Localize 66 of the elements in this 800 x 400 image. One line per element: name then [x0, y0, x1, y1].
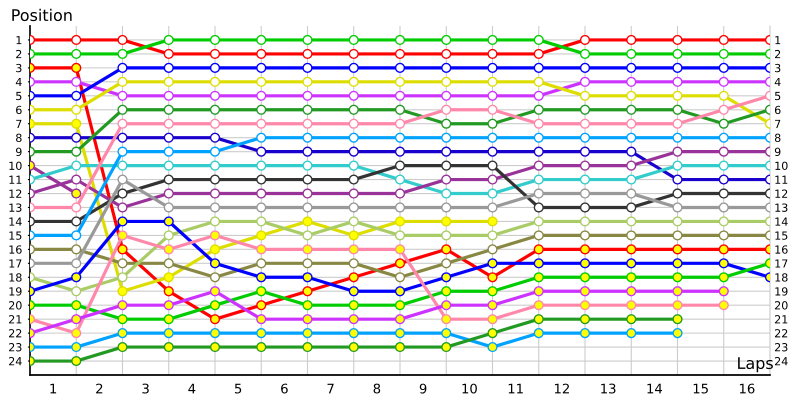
y-tick-label: 20 [9, 301, 22, 310]
y2-tick-label: 22 [774, 329, 788, 338]
x-tick-label: 2 [96, 384, 102, 394]
y2-tick-label: 21 [774, 315, 788, 324]
y-tick-label: 18 [9, 273, 22, 282]
x-tick-label: 14 [647, 384, 662, 394]
y2-tick-label: 13 [775, 203, 788, 212]
y-tick-label: 19 [9, 287, 22, 296]
x-tick-label: 11 [508, 384, 523, 394]
x-tick-label: 4 [188, 384, 196, 394]
y2-tick-label: 14 [775, 218, 788, 226]
y-axis-title: Position [12, 8, 72, 22]
x-tick-label: 7 [328, 384, 334, 394]
y-tick-label: 16 [9, 245, 22, 254]
x-tick-label: 16 [740, 384, 754, 394]
y2-tick-label: 15 [775, 232, 788, 240]
y-tick-label: 15 [9, 232, 22, 240]
y2-tick-label: 6 [774, 106, 781, 114]
y2-tick-label: 3 [775, 64, 780, 72]
y-tick-label: 22 [9, 329, 22, 338]
y2-tick-label: 1 [775, 36, 780, 44]
x-tick-label: 12 [554, 384, 569, 394]
y2-tick-label: 8 [774, 134, 780, 142]
y2-tick-label: 16 [775, 245, 788, 254]
y2-tick-label: 7 [775, 120, 780, 128]
x-tick-label: 10 [462, 384, 477, 394]
y2-tick-label: 12 [775, 189, 788, 198]
x-tick-label: 5 [234, 384, 242, 394]
y-tick-label: 17 [9, 259, 22, 268]
y2-tick-label: 20 [774, 301, 788, 310]
y2-tick-label: 2 [774, 50, 780, 58]
x-tick-label: 9 [420, 384, 426, 394]
x-tick-label: 6 [281, 384, 288, 394]
y-tick-label: 3 [16, 64, 22, 72]
y-tick-label: 7 [16, 120, 22, 128]
x-axis-title: Laps [738, 357, 773, 372]
y-tick-label: 24 [9, 357, 22, 366]
y2-tick-label: 10 [775, 162, 788, 170]
y2-tick-label: 4 [774, 78, 781, 86]
x-tick-label: 15 [694, 384, 708, 394]
y-tick-label: 10 [9, 162, 22, 170]
y-tick-label: 5 [16, 92, 22, 100]
y2-tick-label: 19 [775, 287, 788, 296]
y-tick-label: 6 [16, 106, 22, 114]
x-tick-label: 1 [50, 384, 56, 394]
y2-tick-label: 18 [775, 273, 788, 282]
y-tick-label: 4 [16, 78, 22, 86]
y2-tick-label: 5 [775, 92, 780, 100]
y2-tick-label: 11 [775, 176, 788, 184]
x-tick-label: 3 [142, 384, 149, 394]
y2-tick-label: 9 [774, 148, 780, 156]
x-tick-label: 13 [601, 384, 616, 394]
y-tick-label: 1 [16, 36, 22, 44]
y-tick-label: 9 [16, 148, 22, 156]
y-tick-label: 11 [9, 176, 22, 184]
y-tick-label: 8 [16, 134, 22, 142]
x-tick-label: 8 [374, 384, 380, 394]
y-tick-label: 13 [9, 203, 22, 212]
y2-tick-label: 23 [774, 343, 788, 352]
y-tick-label: 12 [9, 189, 22, 198]
y-tick-label: 14 [9, 218, 22, 226]
y-tick-label: 2 [16, 50, 22, 58]
y2-tick-label: 24 [774, 357, 788, 366]
y2-tick-label: 17 [775, 259, 788, 268]
y-tick-label: 23 [9, 343, 22, 352]
y-tick-label: 21 [9, 315, 22, 324]
